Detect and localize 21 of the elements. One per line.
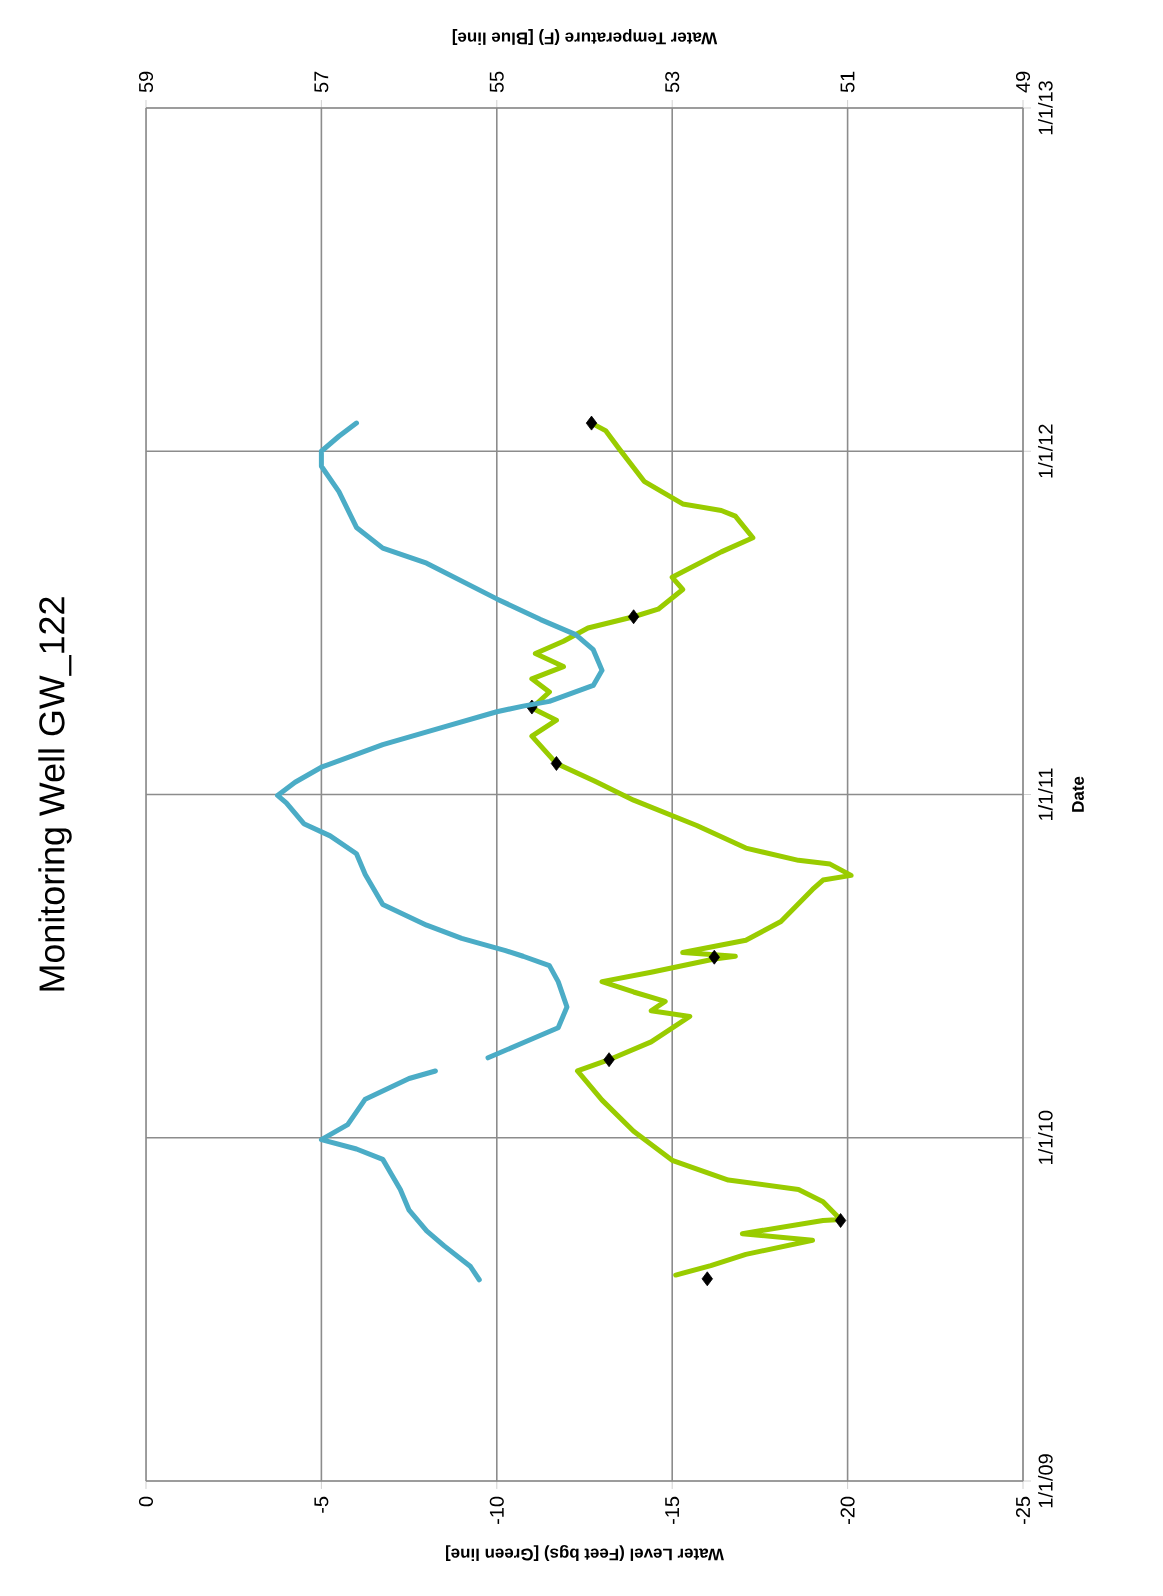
x-tick-label: 0	[138, 1496, 154, 1507]
y-tick-label: 1/1/10	[1038, 1110, 1053, 1164]
x2-tick-label: 57	[314, 71, 329, 93]
y-tick-label: 1/1/09	[1038, 1454, 1053, 1508]
x2-tick-label: 51	[840, 71, 855, 93]
x-axis-title: Water Level (Feet bgs) [Green line]	[446, 1545, 724, 1561]
text: Monitoring Well GW_122	[38, 597, 72, 991]
x-tick-label: -10	[489, 1496, 504, 1524]
x2-axis-title: Water Temperature (F) [Blue line]	[452, 29, 718, 45]
y-tick-label: 1/1/11	[1038, 768, 1053, 820]
y-tick-label: 1/1/13	[1038, 81, 1053, 135]
x2-tick-label: 53	[665, 71, 680, 93]
y-axis-title: Date	[1072, 776, 1084, 812]
x-tick-label: -5	[314, 1496, 329, 1513]
x-tick-label: -25	[1015, 1496, 1031, 1524]
x2-tick-label: 55	[489, 71, 504, 93]
x2-tick-label: 59	[138, 71, 154, 93]
x-tick-label: -20	[840, 1496, 855, 1524]
y-tick-label: 1/1/12	[1038, 424, 1053, 478]
x2-tick-label: 49	[1015, 71, 1031, 93]
x-tick-label: -15	[665, 1496, 680, 1524]
